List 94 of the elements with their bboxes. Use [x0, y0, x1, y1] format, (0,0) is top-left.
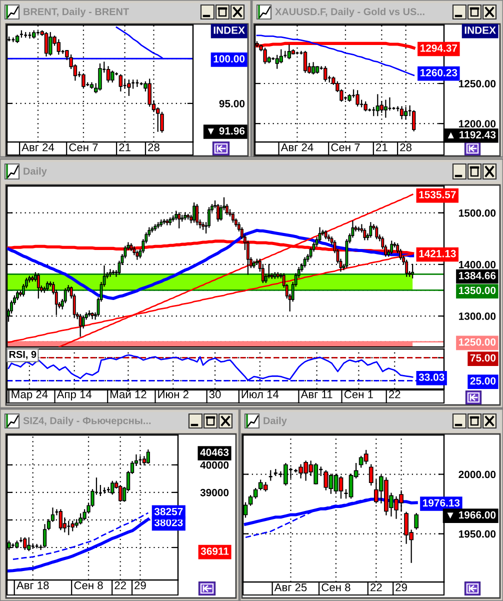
- y-tick-label: 1200.00: [459, 120, 496, 128]
- chart-title: Daily: [264, 416, 287, 426]
- candlestick: [279, 49, 283, 64]
- x-tick-label: 22: [388, 390, 400, 398]
- y-tick-label: 39000: [200, 488, 229, 496]
- candlestick: [400, 106, 404, 120]
- candlestick: [376, 94, 380, 116]
- text: 40463: [200, 448, 229, 456]
- data-label: 1294.37: [420, 44, 458, 52]
- text: INDEX: [464, 26, 496, 34]
- x-tick-label: 28: [400, 143, 412, 152]
- data-label: 33.03: [418, 374, 444, 381]
- candlestick: [98, 63, 102, 91]
- text: ▲ 1192.43: [448, 131, 496, 138]
- candlestick: [70, 520, 74, 532]
- text: ▼ 1966.00: [447, 511, 496, 519]
- candlestick: [324, 66, 328, 82]
- x-tick-label: 28: [148, 143, 160, 152]
- candlestick: [287, 44, 292, 60]
- candlestick: [44, 32, 48, 56]
- x-tick-label: Сен 8: [74, 581, 103, 590]
- x-tick-label: Мар 24: [12, 390, 48, 400]
- chart-title: BRENT, Daily - BRENT: [24, 8, 130, 18]
- line-series: [7, 518, 150, 572]
- candlestick: [327, 234, 330, 242]
- chart-title: RSI, 9: [9, 350, 36, 360]
- candlestick: [127, 80, 131, 96]
- line-series: [12, 512, 149, 560]
- x-tick-label: 29: [396, 583, 407, 592]
- x-tick-label: 22: [114, 581, 126, 590]
- x-tick-label: Авг 11: [300, 390, 332, 398]
- y-tick-label: 2000.00: [458, 470, 496, 478]
- data-label: 1976.13: [423, 499, 460, 507]
- x-tick-label: Июл 14: [242, 390, 279, 398]
- x-tick-label: Авг 24: [22, 143, 54, 152]
- line-series: [256, 34, 415, 76]
- candlestick: [414, 513, 419, 530]
- candlestick: [110, 70, 114, 82]
- candlestick: [56, 39, 61, 55]
- candlestick: [303, 257, 306, 268]
- candlestick: [160, 112, 164, 133]
- y-tick-label: 25.00: [470, 377, 496, 385]
- x-tick-label: Апр 14: [56, 390, 92, 400]
- y-tick-label: 1250.00: [459, 338, 496, 346]
- line-series: [7, 228, 414, 300]
- y-tick-label: 40000: [200, 461, 229, 469]
- x-tick-label: Сен 8: [322, 583, 350, 592]
- data-label: 38257: [154, 508, 183, 516]
- candlestick: [106, 66, 110, 82]
- y-tick-label: 1500.00: [459, 209, 496, 217]
- y-tick-label: 100.00: [214, 55, 245, 62]
- y-tick-label: 75.00: [470, 354, 496, 362]
- x-tick-label: 29: [134, 581, 146, 590]
- candlestick: [311, 62, 316, 74]
- candlestick: [36, 273, 40, 299]
- candlestick: [363, 228, 366, 240]
- x-tick-label: Июн 2: [158, 390, 188, 398]
- x-tick-label: Авг 24: [280, 143, 314, 152]
- x-tick-label: Сен 7: [331, 143, 360, 152]
- x-tick-label: Авг 25: [274, 583, 307, 592]
- text: INDEX: [214, 26, 245, 34]
- x-tick-label: 30: [209, 390, 221, 398]
- candlestick: [369, 222, 372, 238]
- y-tick-label: 1350.00: [459, 286, 496, 294]
- candlestick: [303, 50, 308, 73]
- text: ▼ 91.96: [208, 127, 245, 135]
- x-tick-label: Авг 18: [16, 581, 49, 590]
- y-tick-label: 1250.00: [459, 80, 496, 88]
- text: 36911: [200, 548, 229, 555]
- y-tick-label: 1950.00: [459, 530, 496, 538]
- data-label: 1535.57: [419, 190, 456, 198]
- text: 1384.66: [459, 272, 496, 280]
- candlestick: [390, 240, 394, 254]
- candlestick: [375, 226, 378, 240]
- x-tick-label: 22: [370, 583, 382, 592]
- x-tick-label: 21: [376, 143, 388, 152]
- x-tick-label: Сен 7: [69, 143, 98, 152]
- chart-title: Daily: [24, 167, 47, 177]
- candlestick: [27, 537, 31, 552]
- chart-title: XAUUSD.F, Daily - Gold vs US...: [275, 8, 424, 18]
- y-tick-label: 95.00: [219, 100, 245, 108]
- data-label: 1260.23: [420, 69, 458, 76]
- candlestick: [192, 202, 196, 223]
- y-tick-label: 1400.00: [459, 260, 496, 268]
- x-tick-label: Май 12: [110, 390, 146, 398]
- chart-title: SIZ4, Daily - Фьючерсны...: [23, 416, 151, 426]
- y-tick-label: 1300.00: [459, 312, 496, 320]
- x-tick-label: Сен 1: [344, 390, 373, 398]
- candlestick: [356, 90, 360, 106]
- candlestick: [384, 100, 388, 118]
- x-tick-label: 21: [119, 143, 130, 152]
- data-label: 1421.13: [419, 250, 456, 258]
- candlestick: [48, 32, 52, 56]
- candlestick: [58, 509, 62, 530]
